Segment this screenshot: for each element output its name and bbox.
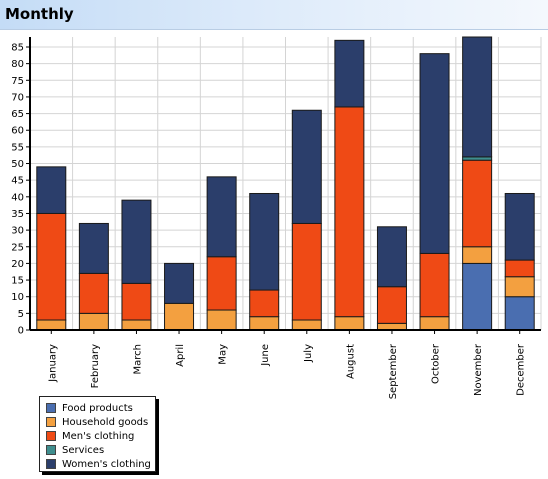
y-tick-label: 50 [11, 159, 24, 170]
legend-label: Services [62, 444, 105, 456]
bar-segment [291, 319, 322, 331]
y-tick-label: 65 [11, 109, 24, 120]
y-tick-label: 60 [11, 126, 24, 137]
y-tick-label: 35 [11, 209, 24, 220]
bar-segment [419, 252, 450, 318]
bar-segment [121, 319, 152, 331]
bar-segment [504, 296, 535, 331]
bar-segment [249, 289, 280, 318]
bar-segment [206, 176, 237, 258]
bar-segment [334, 106, 365, 318]
y-tick-label: 80 [11, 59, 24, 70]
x-tick-label: March [132, 344, 143, 374]
bar-segment [249, 316, 280, 331]
bar-segment [419, 316, 450, 331]
legend-label: Men's clothing [62, 430, 135, 442]
y-tick-label: 20 [11, 259, 24, 270]
legend-swatch [46, 417, 56, 427]
x-tick-label: September [388, 343, 399, 399]
bar-segment [164, 262, 195, 304]
bar-segment [36, 166, 67, 214]
bar-segment [291, 109, 322, 224]
bar-segment [121, 199, 152, 284]
x-tick-label: May [218, 344, 229, 365]
bar-segment [36, 212, 67, 321]
y-tick-label: 0 [18, 326, 24, 337]
bar-segment [462, 246, 493, 264]
bar-segment [462, 159, 493, 248]
y-tick-label: 15 [11, 276, 24, 287]
bar-segment [334, 39, 365, 108]
bar-segment [36, 319, 67, 331]
y-tick-label: 45 [11, 176, 24, 187]
bar-segment [121, 282, 152, 321]
chart-header: Monthly [0, 0, 548, 30]
legend-item: Services [46, 443, 104, 457]
x-tick-label: August [345, 344, 356, 379]
bar-segment [376, 286, 407, 324]
bar-segment [462, 36, 493, 158]
legend-label: Food products [62, 402, 133, 414]
bar-segment [419, 53, 450, 254]
chart-title: Monthly [5, 5, 74, 23]
bar-segment [376, 226, 407, 288]
x-tick-label: July [303, 344, 314, 363]
chart-legend: Food products Household goods Men's clothi… [39, 396, 156, 472]
bar-segment [78, 272, 109, 314]
bar-segment [164, 302, 195, 331]
x-tick-label: December [516, 343, 527, 396]
legend-label: Household goods [62, 416, 149, 428]
y-tick-label: 30 [11, 226, 24, 237]
bar-segment [334, 316, 365, 331]
bar-segment [504, 259, 535, 278]
y-tick-label: 85 [11, 42, 24, 53]
bar-segment [462, 262, 493, 331]
legend-item: Men's clothing [46, 429, 134, 443]
y-tick-label: 25 [11, 242, 24, 253]
legend-swatch [46, 445, 56, 455]
bars [36, 36, 535, 331]
x-tick-label: November [473, 343, 484, 396]
y-tick-label: 40 [11, 192, 24, 203]
bar-segment [78, 312, 109, 331]
legend-swatch [46, 403, 56, 413]
y-tick-label: 75 [11, 76, 24, 87]
x-tick-label: January [47, 344, 58, 383]
bar-segment [291, 222, 322, 321]
bar-segment [206, 309, 237, 331]
y-tick-label: 70 [11, 92, 24, 103]
legend-swatch [46, 431, 56, 441]
legend-label: Women's clothing [62, 458, 151, 470]
bar-segment [504, 276, 535, 298]
y-tick-label: 55 [11, 142, 24, 153]
y-tick-label: 5 [18, 309, 24, 320]
legend-item: Household goods [46, 415, 148, 429]
bar-segment [504, 192, 535, 261]
x-tick-label: June [260, 344, 271, 367]
legend-item: Women's clothing [46, 457, 151, 471]
bar-segment [249, 192, 280, 291]
bar-segment [78, 222, 109, 274]
x-tick-label: April [175, 344, 186, 367]
legend-item: Food products [46, 401, 133, 415]
legend-swatch [46, 459, 56, 469]
axes: 0 5 10 15 20 25 30 35 40 45 50 55 60 65 70 75 80 85 Januar… [11, 37, 541, 399]
y-tick-label: 10 [11, 292, 24, 303]
x-tick-label: February [90, 344, 101, 388]
x-tick-label: October [431, 343, 442, 384]
bar-segment [206, 256, 237, 311]
